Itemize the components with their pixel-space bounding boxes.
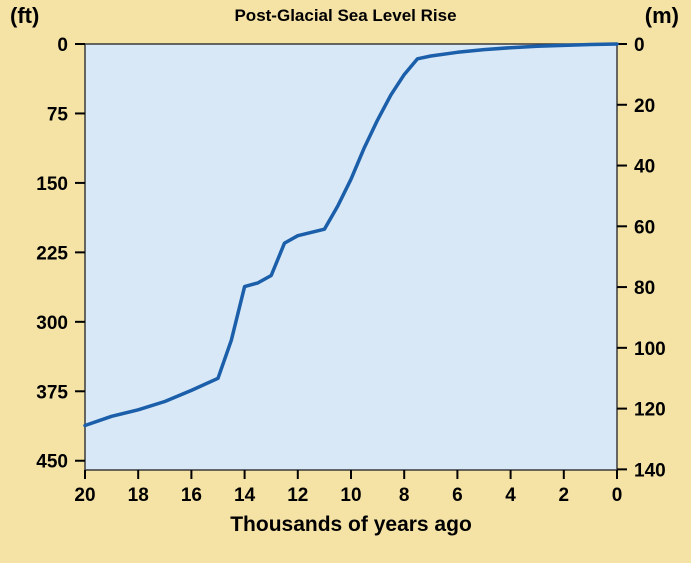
x-axis-tick-label: 0 (612, 485, 623, 506)
right-axis-tick-label: 0 (634, 35, 645, 56)
right-axis-unit-label: (m) (644, 3, 679, 28)
x-axis-tick-label: 10 (340, 485, 361, 506)
right-axis-tick-label: 80 (634, 278, 655, 299)
left-axis-tick-label: 300 (36, 313, 68, 334)
right-axis-tick-label: 120 (634, 400, 666, 421)
left-axis-tick-label: 0 (57, 35, 68, 56)
x-axis-tick-label: 8 (399, 485, 410, 506)
sea-level-line (83, 42, 619, 428)
right-axis-tick-label: 60 (634, 217, 655, 238)
left-axis-tick-label: 450 (36, 452, 68, 473)
chart-title: Post-Glacial Sea Level Rise (234, 6, 457, 25)
right-axis-tick-label: 20 (634, 96, 655, 117)
right-axis-tick-label: 140 (634, 460, 666, 481)
x-axis-tick-label: 16 (181, 485, 202, 506)
x-axis-tick-label: 18 (128, 485, 149, 506)
left-axis-tick-label: 150 (36, 174, 68, 195)
x-axis-tick-label: 20 (74, 485, 95, 506)
left-axis-tick-label: 75 (47, 104, 69, 125)
x-axis-tick-label: 2 (559, 485, 570, 506)
x-axis-title: Thousands of years ago (230, 513, 472, 536)
left-axis-tick-label: 225 (36, 243, 68, 264)
x-axis-tick-label: 12 (287, 485, 308, 506)
x-axis-tick-label: 4 (505, 485, 516, 506)
left-axis-tick-label: 375 (36, 382, 68, 403)
right-axis-tick-label: 40 (634, 157, 655, 178)
x-axis-tick-label: 14 (234, 485, 256, 506)
x-axis-tick-label: 6 (452, 485, 463, 506)
left-axis-unit-label: (ft) (10, 3, 40, 28)
right-axis-tick-label: 100 (634, 339, 666, 360)
plot-area (84, 43, 618, 471)
